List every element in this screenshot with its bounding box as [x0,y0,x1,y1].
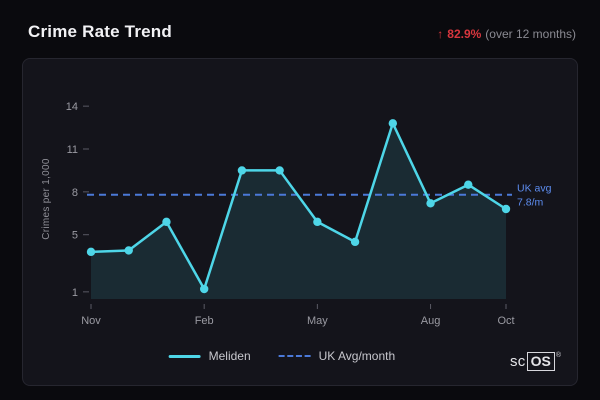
trend-stat-value: 82.9% [447,27,482,41]
svg-text:11: 11 [67,144,78,156]
legend-item-uk-avg[interactable]: UK Avg/month [278,349,396,363]
svg-text:1: 1 [72,287,78,299]
svg-text:Nov: Nov [81,315,101,327]
svg-text:Oct: Oct [497,315,514,327]
uk-avg-line-swatch [278,355,311,357]
legend-label-meliden: Meliden [208,349,251,363]
meliden-line-swatch [168,354,201,358]
trend-stat: ↑ 82.9% (over 12 months) [437,27,576,41]
svg-text:UK avg: UK avg [517,183,552,195]
brand-logo: sc OS ® [510,352,561,371]
crime-trend-chart: 1 5 8 11 14 Nov Feb May Aug Oct UK avg 7.8/m Crimes … [41,101,552,327]
legend-label-uk-avg: UK Avg/month [318,349,396,363]
svg-text:5: 5 [72,230,78,242]
svg-text:Aug: Aug [421,315,441,327]
svg-text:Crimes per 1,000: Crimes per 1,000 [41,158,52,240]
brand-prefix: sc [509,353,526,370]
svg-text:14: 14 [66,101,78,113]
chart-legend: Meliden UK Avg/month [168,349,396,363]
page-title: Crime Rate Trend [28,22,172,41]
registered-mark-icon: ® [555,352,561,359]
legend-item-meliden[interactable]: Meliden [168,349,251,363]
chart-panel: 1 5 8 11 14 Nov Feb May Aug Oct UK avg 7.8/m Crimes … [22,58,578,386]
trend-arrow-icon: ↑ [437,27,444,41]
brand-boxed-text: OS [526,352,555,371]
trend-stat-note: (over 12 months) [485,27,576,41]
svg-text:May: May [307,315,328,327]
svg-text:Feb: Feb [195,315,214,327]
svg-text:7.8/m: 7.8/m [517,197,544,209]
svg-text:8: 8 [72,187,78,199]
